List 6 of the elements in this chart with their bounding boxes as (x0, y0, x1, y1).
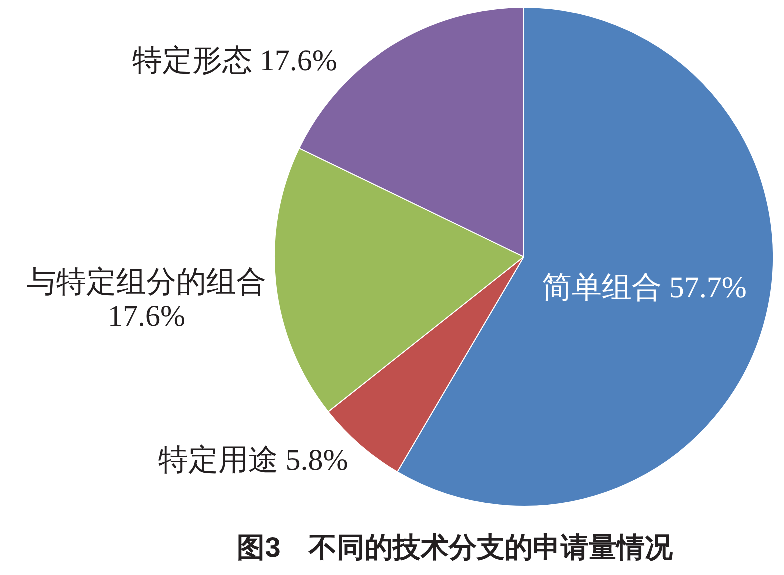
slice-label: 与特定组分的组合 (26, 266, 267, 300)
data-label: 17.6% (108, 300, 186, 334)
slice-label: 特定形态 17.6% (132, 44, 338, 78)
slice-label: 特定用途 5.8% (158, 444, 348, 478)
text: 图3 不同的技术分支的申请量情况 (236, 531, 674, 565)
slice-label: 简单组合 57.7% (542, 272, 747, 305)
